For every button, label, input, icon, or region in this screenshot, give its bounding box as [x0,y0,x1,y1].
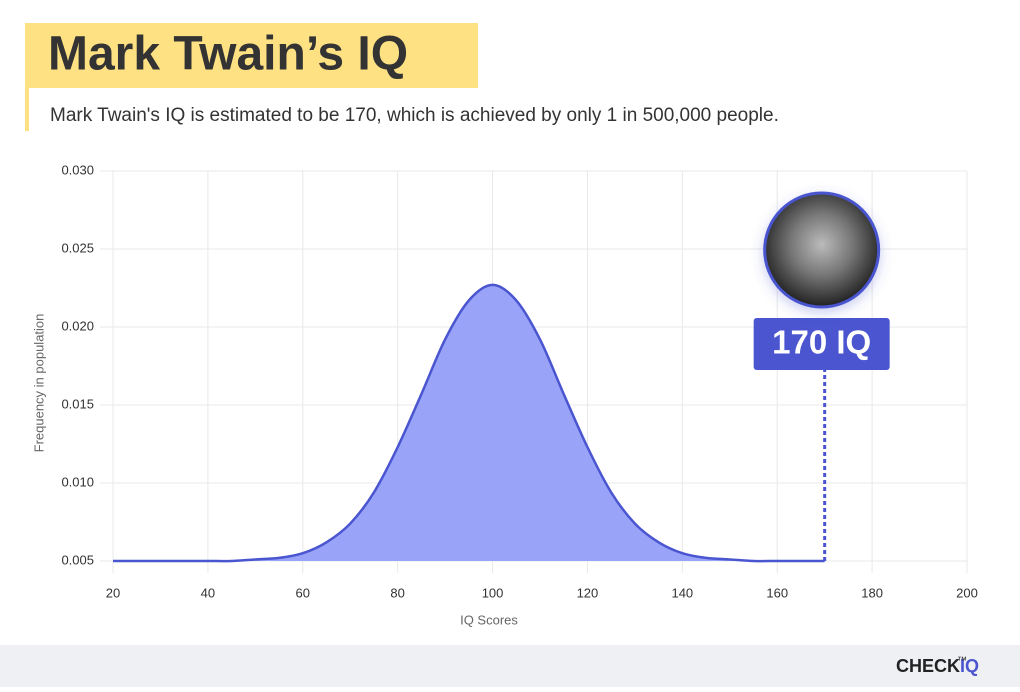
title-accent [25,88,29,131]
portrait [763,191,881,309]
x-tick-label: 160 [766,585,788,600]
title: Mark Twain’s IQ [48,28,408,81]
x-tick-label: 60 [296,585,310,600]
subtitle: Mark Twain's IQ is estimated to be 170, … [50,105,779,126]
brand-tm: ™ [957,656,967,667]
brand-prefix: CHECK [896,656,960,676]
x-tick-label: 20 [106,585,120,600]
marker-box [753,318,890,370]
x-tick-label: 200 [956,585,978,600]
brand: CHECKIQ [896,656,979,676]
x-tick-label: 180 [861,585,883,600]
y-tick-label: 0.020 [61,318,94,333]
title-background [25,23,478,88]
brand-suffix: IQ [960,656,979,676]
y-tick-label: 0.010 [61,474,94,489]
y-tick-label: 0.005 [61,552,94,567]
y-tick-label: 0.030 [61,162,94,177]
x-tick-label: 120 [577,585,599,600]
y-axis-label: Frequency in population [31,314,46,453]
footer [0,645,1020,687]
x-tick-label: 140 [671,585,693,600]
y-tick-label: 0.015 [61,396,94,411]
x-tick-label: 40 [201,585,215,600]
x-tick-label: 80 [390,585,404,600]
x-axis-label: IQ Scores [460,612,518,627]
area-line [113,283,825,563]
area-fill [113,284,825,562]
x-tick-label: 100 [482,585,504,600]
marker-label: 170 IQ [772,324,871,361]
y-tick-label: 0.025 [61,240,94,255]
